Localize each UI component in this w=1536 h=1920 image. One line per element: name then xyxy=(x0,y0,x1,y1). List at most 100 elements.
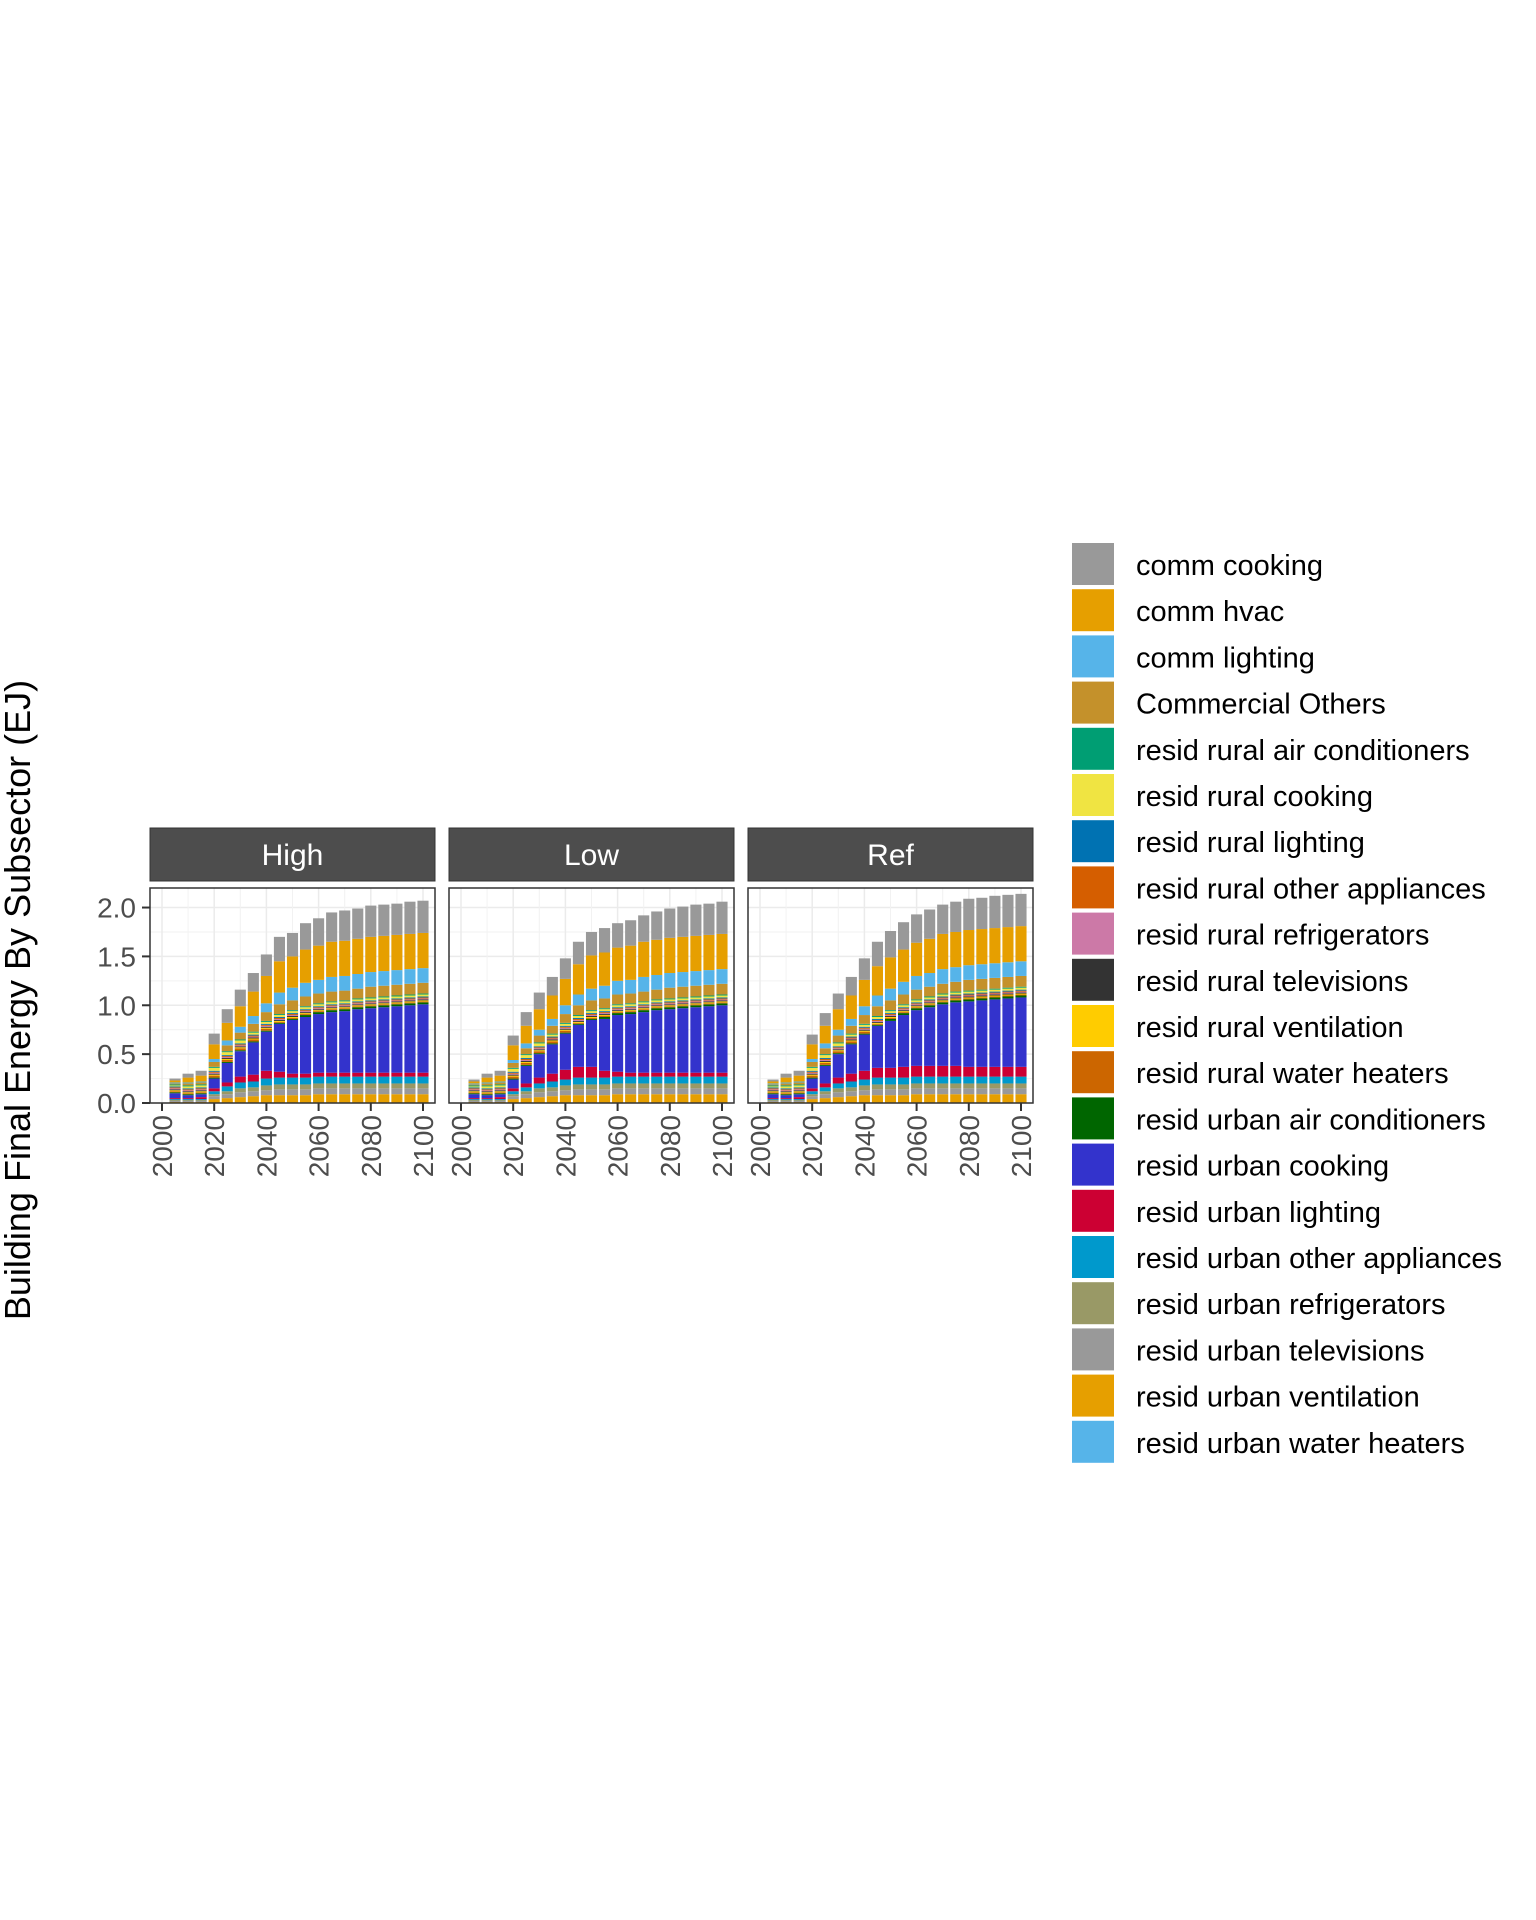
bar-segment xyxy=(625,1088,637,1095)
bar-segment xyxy=(625,1014,637,1073)
bar-segment xyxy=(507,1076,519,1079)
bar-segment xyxy=(612,1009,624,1011)
bar-segment xyxy=(585,931,598,956)
bar-segment xyxy=(546,1096,558,1103)
bar-segment xyxy=(937,997,949,999)
bar-segment xyxy=(924,1094,936,1103)
bar-segment xyxy=(365,905,377,937)
legend-item: resid rural other appliances xyxy=(1072,866,1486,909)
bar-segment xyxy=(690,904,702,936)
bar-segment xyxy=(507,1073,519,1075)
bar-segment xyxy=(520,1062,532,1065)
bar-segment xyxy=(963,1088,975,1095)
bar-segment xyxy=(195,1100,207,1102)
bar-segment xyxy=(612,1007,624,1009)
bar-segment xyxy=(911,975,923,990)
bar-segment xyxy=(950,1065,962,1077)
bar-segment xyxy=(767,1084,779,1086)
bar-segment xyxy=(260,1025,272,1027)
facet-panels: 0.0 0.5 1.0 1.5 2.0 High 2000 2020 2040 2060 2080 2… xyxy=(97,827,1037,1177)
bar-segment xyxy=(599,985,611,999)
bar-segment xyxy=(273,1018,285,1020)
bar-segment xyxy=(195,1094,207,1098)
legend-label: comm hvac xyxy=(1136,596,1284,628)
bar-segment xyxy=(1002,993,1014,995)
bar-segment xyxy=(404,1088,416,1095)
bar-segment xyxy=(937,999,949,1001)
bar-segment xyxy=(391,1002,403,1004)
bar-segment xyxy=(1002,1076,1014,1084)
bar-segment xyxy=(884,1095,897,1103)
bar-segment xyxy=(247,1042,259,1075)
bar-segment xyxy=(300,1095,312,1103)
bar-segment xyxy=(690,1007,702,1073)
bar-segment xyxy=(651,1000,663,1003)
bar-segment xyxy=(520,1091,532,1095)
bar-segment xyxy=(638,1094,650,1103)
bar-segment xyxy=(703,1094,715,1103)
bar-segment xyxy=(832,1046,844,1048)
bar-segment xyxy=(378,996,390,998)
bar-segment xyxy=(793,1092,805,1094)
bar-segment xyxy=(378,1076,390,1084)
bar-segment xyxy=(898,949,910,982)
bar-segment xyxy=(638,941,650,977)
bar-segment xyxy=(481,1093,493,1095)
bar-segment xyxy=(365,1088,377,1095)
panel-border xyxy=(149,887,436,1104)
bar-segment xyxy=(585,1066,598,1078)
legend-key xyxy=(1072,681,1114,724)
bar-segment xyxy=(950,996,962,998)
bar-segment xyxy=(520,1098,532,1103)
bar-segment xyxy=(767,1091,779,1093)
bar-segment xyxy=(793,1088,805,1090)
bar-segment xyxy=(651,911,663,940)
bar-segment xyxy=(195,1070,207,1076)
legend-label: resid urban refrigerators xyxy=(1136,1289,1445,1321)
bar-segment xyxy=(339,1009,351,1012)
bar-segment xyxy=(352,1001,364,1003)
bar-segment xyxy=(898,981,910,995)
bar-segment xyxy=(352,1004,364,1006)
bar-segment xyxy=(585,1017,598,1018)
bar-segment xyxy=(884,1016,897,1017)
bar-segment xyxy=(391,1072,403,1077)
bar-segment xyxy=(520,1083,532,1088)
bar-segment xyxy=(703,1003,715,1005)
bar-segment xyxy=(572,1023,584,1025)
bar-segment xyxy=(208,1094,220,1097)
bar-segment xyxy=(313,1010,325,1012)
bar-segment xyxy=(300,1007,312,1010)
bar-segment xyxy=(481,1085,493,1087)
bar-segment xyxy=(924,1065,936,1077)
bar-segment xyxy=(494,1091,506,1093)
bar-segment xyxy=(533,1048,545,1050)
bar-segment xyxy=(572,1089,584,1096)
bar-segment xyxy=(468,1090,480,1092)
bar-segment xyxy=(326,1006,338,1008)
bar-segment xyxy=(339,1072,351,1077)
bar-segment xyxy=(326,1088,338,1095)
bar-segment xyxy=(1015,1088,1027,1095)
bar-segment xyxy=(546,1081,558,1088)
bar-segment xyxy=(716,1094,728,1103)
bar-segment xyxy=(273,1004,285,1015)
bar-segment xyxy=(806,1044,818,1060)
bar-segment xyxy=(260,1031,272,1071)
bar-segment xyxy=(1002,987,1014,989)
bar-segment xyxy=(937,1088,949,1095)
bar-segment xyxy=(898,1066,910,1078)
bar-segment xyxy=(716,1072,728,1077)
bar-segment xyxy=(1002,1066,1014,1077)
legend-label: resid rural other appliances xyxy=(1136,873,1486,905)
bar-segment xyxy=(625,1004,637,1007)
bar-segment xyxy=(208,1033,220,1045)
bar-segment xyxy=(352,1076,364,1084)
bar-segment xyxy=(651,1006,663,1008)
bar-segment xyxy=(273,1089,285,1096)
bar-segment xyxy=(703,999,715,1001)
bar-segment xyxy=(365,1001,377,1003)
bar-segment xyxy=(208,1066,220,1068)
bar-segment xyxy=(300,1077,312,1085)
bar-segment xyxy=(1002,994,1014,996)
